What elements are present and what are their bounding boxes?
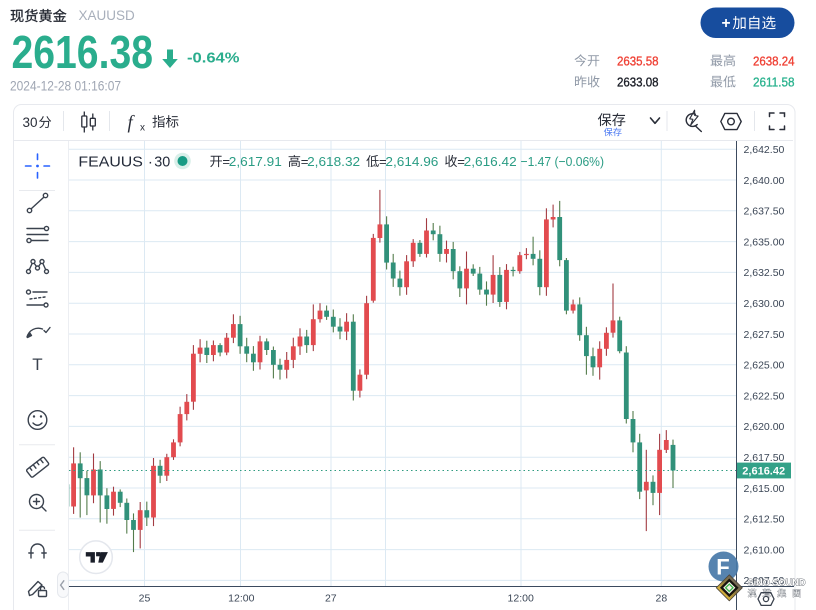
svg-text:=: = bbox=[222, 154, 230, 169]
svg-text:2,617.50: 2,617.50 bbox=[744, 452, 785, 464]
svg-text:2,642.50: 2,642.50 bbox=[744, 144, 785, 156]
svg-text:=: = bbox=[457, 154, 465, 169]
svg-text:2611.58: 2611.58 bbox=[753, 74, 795, 89]
svg-text:25: 25 bbox=[139, 593, 151, 605]
svg-text:2,617.91: 2,617.91 bbox=[229, 154, 282, 169]
svg-text:2,640.00: 2,640.00 bbox=[744, 175, 785, 187]
svg-text:+: + bbox=[722, 15, 731, 32]
svg-text:2,616.42: 2,616.42 bbox=[742, 465, 785, 477]
svg-text:2,614.96: 2,614.96 bbox=[385, 154, 438, 169]
svg-text:2,615.00: 2,615.00 bbox=[744, 483, 785, 495]
svg-text:2638.24: 2638.24 bbox=[753, 53, 795, 68]
svg-text:2616.38: 2616.38 bbox=[12, 26, 154, 78]
svg-text:2,625.00: 2,625.00 bbox=[744, 360, 785, 372]
svg-text:2,607.50: 2,607.50 bbox=[744, 575, 785, 587]
svg-text:2,637.50: 2,637.50 bbox=[744, 206, 785, 218]
svg-text:·: · bbox=[148, 154, 153, 171]
svg-text:2,610.00: 2,610.00 bbox=[744, 544, 785, 556]
svg-text:x: x bbox=[140, 123, 145, 134]
svg-text:FEAUUS: FEAUUS bbox=[78, 154, 142, 171]
svg-text:SiNO SOUND: SiNO SOUND bbox=[748, 578, 806, 589]
svg-text:28: 28 bbox=[656, 593, 668, 605]
svg-text:2,627.50: 2,627.50 bbox=[744, 329, 785, 341]
svg-text:f: f bbox=[128, 114, 136, 134]
svg-text:2024-12-28 01:16:07: 2024-12-28 01:16:07 bbox=[10, 78, 121, 94]
svg-text:2,632.50: 2,632.50 bbox=[744, 267, 785, 279]
svg-text:2,635.00: 2,635.00 bbox=[744, 236, 785, 248]
svg-text:2,620.00: 2,620.00 bbox=[744, 421, 785, 433]
svg-text:12:00: 12:00 bbox=[228, 593, 254, 605]
svg-text:−1.47 (−0.06%): −1.47 (−0.06%) bbox=[521, 154, 605, 169]
svg-text:2,630.00: 2,630.00 bbox=[744, 298, 785, 310]
svg-text:T: T bbox=[32, 355, 42, 374]
svg-text:30: 30 bbox=[154, 154, 170, 171]
svg-text:2635.58: 2635.58 bbox=[617, 53, 659, 68]
svg-text:2,622.50: 2,622.50 bbox=[744, 390, 785, 402]
svg-text:2,612.50: 2,612.50 bbox=[744, 514, 785, 526]
svg-text:30: 30 bbox=[23, 115, 38, 130]
svg-text:XAUUSD: XAUUSD bbox=[79, 8, 136, 23]
svg-text:2,618.32: 2,618.32 bbox=[307, 154, 360, 169]
svg-text:=: = bbox=[301, 154, 309, 169]
svg-text:2633.08: 2633.08 bbox=[617, 74, 659, 89]
svg-text:F: F bbox=[716, 555, 729, 580]
svg-text:=: = bbox=[379, 154, 387, 169]
svg-text:27: 27 bbox=[325, 593, 337, 605]
svg-text:-0.64%: -0.64% bbox=[187, 51, 240, 67]
svg-text:12:00: 12:00 bbox=[508, 593, 534, 605]
svg-text:2,616.42: 2,616.42 bbox=[464, 154, 517, 169]
